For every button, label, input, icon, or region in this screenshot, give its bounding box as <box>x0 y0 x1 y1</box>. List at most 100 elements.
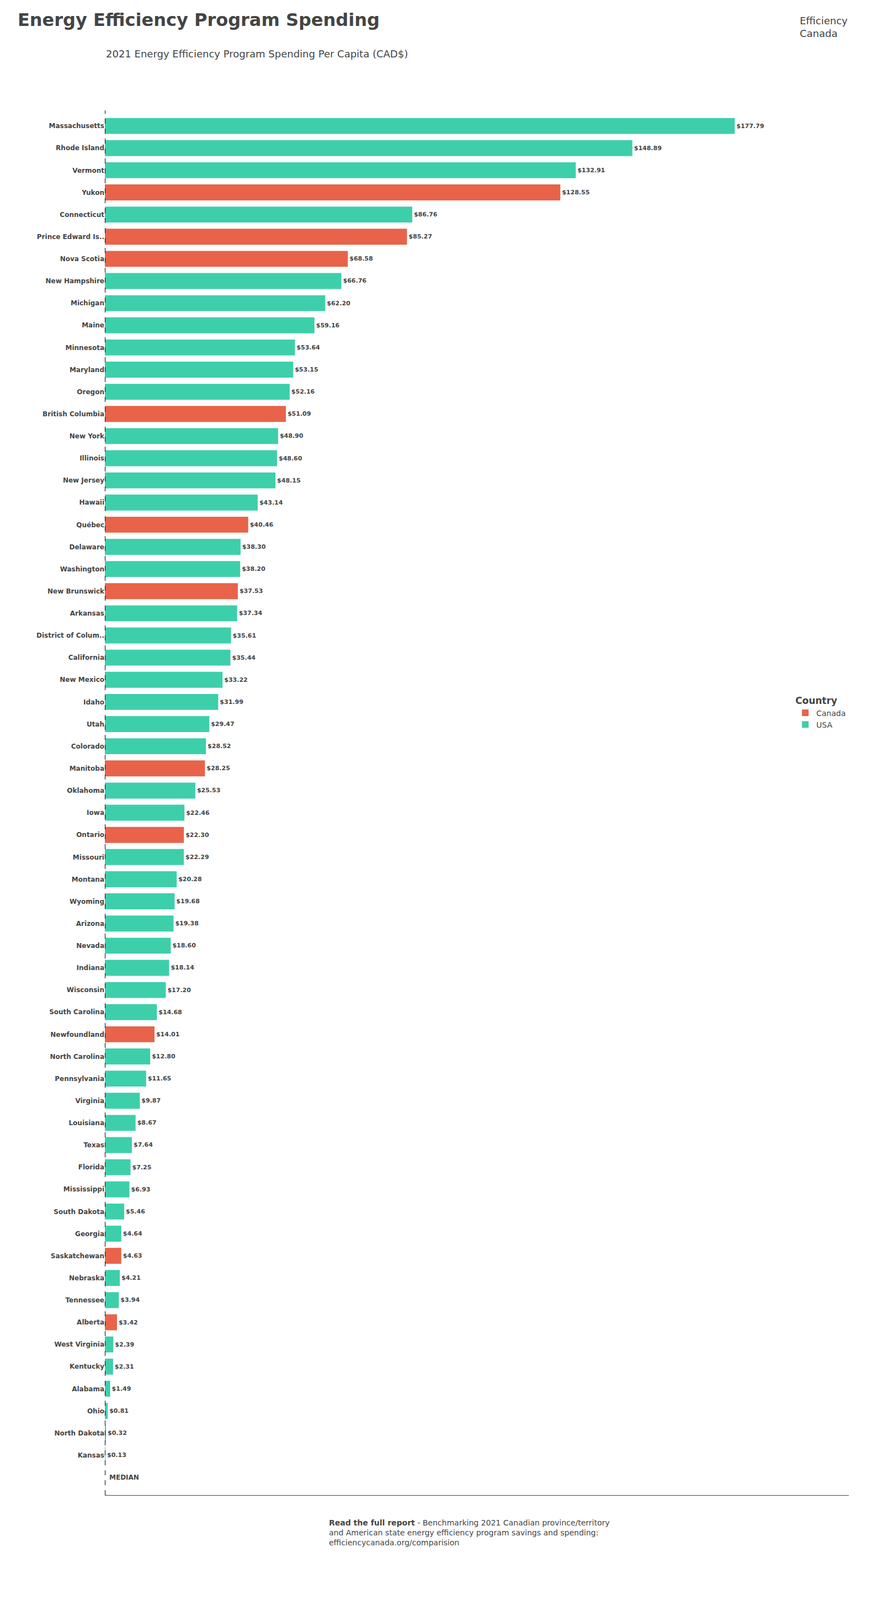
svg-text:Nevada: Nevada <box>76 941 105 950</box>
svg-text:$6.93: $6.93 <box>130 1185 151 1193</box>
svg-text:Arizona: Arizona <box>76 919 105 928</box>
svg-text:$25.53: $25.53 <box>197 786 221 794</box>
svg-text:$22.46: $22.46 <box>186 809 210 817</box>
svg-text:$33.22: $33.22 <box>224 676 248 684</box>
svg-text:Arkansas: Arkansas <box>70 609 105 618</box>
svg-text:$2.39: $2.39 <box>114 1340 135 1348</box>
svg-text:$0.81: $0.81 <box>109 1406 129 1415</box>
svg-text:$148.89: $148.89 <box>634 144 662 152</box>
svg-text:Vermont: Vermont <box>72 166 105 175</box>
svg-text:$48.15: $48.15 <box>277 476 301 485</box>
svg-text:Kentucky: Kentucky <box>69 1362 105 1370</box>
svg-text:$1.49: $1.49 <box>112 1384 132 1392</box>
svg-text:$3.94: $3.94 <box>120 1295 140 1304</box>
svg-text:New Jersey: New Jersey <box>62 476 105 485</box>
svg-text:Indiana: Indiana <box>76 963 105 972</box>
svg-text:Washington: Washington <box>60 565 105 573</box>
svg-text:$43.14: $43.14 <box>259 498 284 507</box>
svg-text:British Columbia: British Columbia <box>42 410 105 418</box>
svg-text:Colorado: Colorado <box>71 742 105 751</box>
svg-text:$37.34: $37.34 <box>238 609 263 617</box>
svg-text:$59.16: $59.16 <box>316 321 340 329</box>
svg-text:Oklahoma: Oklahoma <box>66 786 105 795</box>
svg-text:Utah: Utah <box>86 720 105 729</box>
svg-text:Kansas: Kansas <box>77 1451 105 1459</box>
svg-text:Manitoba: Manitoba <box>69 764 105 773</box>
svg-text:EfficiencyCanada: EfficiencyCanada <box>799 14 848 40</box>
svg-text:$18.14: $18.14 <box>170 963 195 971</box>
svg-text:$40.46: $40.46 <box>250 521 274 529</box>
svg-text:Prince Edward Is..: Prince Edward Is.. <box>36 232 105 241</box>
svg-text:New Hampshire: New Hampshire <box>45 277 105 285</box>
svg-text:$38.20: $38.20 <box>241 565 266 573</box>
svg-text:Texas: Texas <box>83 1140 105 1149</box>
svg-text:$18.60: $18.60 <box>172 941 196 949</box>
svg-text:Missouri: Missouri <box>72 853 105 862</box>
svg-text:Virginia: Virginia <box>75 1096 105 1105</box>
svg-text:$22.29: $22.29 <box>185 853 209 861</box>
svg-text:Illinois: Illinois <box>79 454 105 462</box>
svg-text:$48.60: $48.60 <box>278 454 303 462</box>
svg-text:$37.53: $37.53 <box>239 587 263 595</box>
svg-text:Hawaii: Hawaii <box>78 498 105 507</box>
svg-text:Georgia: Georgia <box>75 1229 105 1238</box>
svg-text:$3.42: $3.42 <box>118 1318 138 1326</box>
svg-text:Connecticut: Connecticut <box>59 210 105 219</box>
svg-text:$7.25: $7.25 <box>132 1163 152 1171</box>
svg-text:New Mexico: New Mexico <box>59 675 105 684</box>
svg-text:Nebraska: Nebraska <box>68 1273 105 1282</box>
svg-text:Newfoundland: Newfoundland <box>50 1030 105 1039</box>
svg-text:$19.38: $19.38 <box>174 919 199 927</box>
svg-text:$4.21: $4.21 <box>121 1273 141 1282</box>
svg-text:District of Colum..: District of Colum.. <box>36 631 105 640</box>
svg-text:Delaware: Delaware <box>68 543 105 551</box>
svg-text:Read the full report - Benchma: Read the full report - Benchmarking 2021… <box>328 1517 610 1547</box>
svg-text:Alberta: Alberta <box>76 1318 105 1326</box>
svg-text:$86.76: $86.76 <box>413 210 438 219</box>
svg-text:$4.63: $4.63 <box>123 1251 143 1259</box>
svg-text:Michigan: Michigan <box>70 299 105 307</box>
svg-text:Idaho: Idaho <box>83 698 105 706</box>
svg-text:$17.20: $17.20 <box>167 986 191 994</box>
svg-text:$132.91: $132.91 <box>577 166 605 174</box>
svg-text:$22.30: $22.30 <box>185 831 210 839</box>
svg-text:$12.80: $12.80 <box>151 1052 176 1060</box>
svg-text:North Carolina: North Carolina <box>49 1052 105 1061</box>
svg-text:$20.28: $20.28 <box>178 875 202 883</box>
svg-text:USA: USA <box>816 720 833 730</box>
svg-text:Pennsylvania: Pennsylvania <box>54 1074 105 1083</box>
svg-text:Tennessee: Tennessee <box>65 1295 105 1304</box>
svg-text:$28.25: $28.25 <box>206 764 230 772</box>
svg-text:$0.13: $0.13 <box>107 1451 127 1459</box>
svg-text:MEDIAN: MEDIAN <box>109 1473 140 1481</box>
svg-text:Country: Country <box>795 694 838 706</box>
svg-text:$0.32: $0.32 <box>107 1428 127 1437</box>
svg-text:$52.16: $52.16 <box>291 388 316 396</box>
svg-text:$2.31: $2.31 <box>114 1362 135 1370</box>
svg-text:Canada: Canada <box>816 708 846 718</box>
svg-text:$38.30: $38.30 <box>242 543 267 551</box>
svg-text:Montana: Montana <box>71 875 105 884</box>
svg-text:Minnesota: Minnesota <box>65 343 105 352</box>
svg-text:$28.52: $28.52 <box>207 742 231 750</box>
svg-text:Québec: Québec <box>76 521 105 529</box>
svg-text:$53.64: $53.64 <box>296 343 321 352</box>
svg-text:Maryland: Maryland <box>69 365 105 374</box>
svg-text:West Virginia: West Virginia <box>54 1340 105 1348</box>
svg-text:Nova Scotia: Nova Scotia <box>60 254 105 263</box>
svg-text:$8.67: $8.67 <box>137 1118 157 1126</box>
svg-text:Mississippi: Mississippi <box>63 1185 105 1193</box>
svg-text:$14.01: $14.01 <box>156 1030 180 1038</box>
svg-text:$35.44: $35.44 <box>231 654 256 662</box>
svg-text:$66.76: $66.76 <box>343 277 368 285</box>
svg-text:$31.99: $31.99 <box>219 698 243 706</box>
svg-text:$4.64: $4.64 <box>123 1229 143 1237</box>
svg-text:Florida: Florida <box>78 1162 105 1171</box>
svg-text:South Dakota: South Dakota <box>53 1207 105 1216</box>
svg-text:New Brunswick: New Brunswick <box>47 587 105 595</box>
svg-text:Oregon: Oregon <box>76 388 105 396</box>
svg-text:$9.87: $9.87 <box>141 1096 161 1104</box>
svg-text:$128.55: $128.55 <box>561 188 590 196</box>
svg-text:$7.64: $7.64 <box>133 1140 153 1149</box>
svg-text:Wisconsin: Wisconsin <box>66 985 105 994</box>
